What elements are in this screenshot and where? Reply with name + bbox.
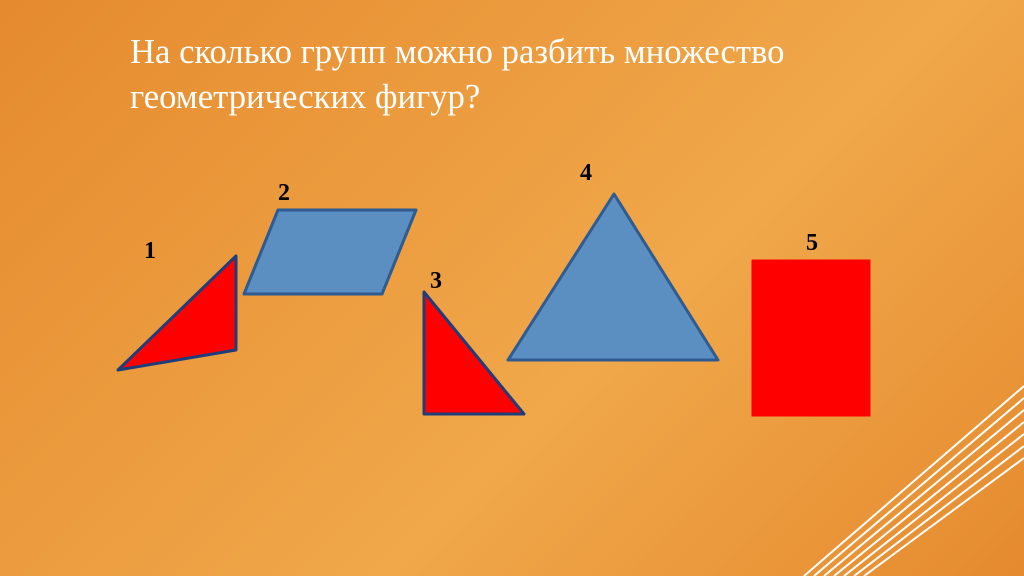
label-3: 3 xyxy=(430,268,442,295)
decor-line xyxy=(824,410,1024,576)
parallelogram-2 xyxy=(244,210,416,294)
label-2: 2 xyxy=(278,180,290,207)
triangle-3 xyxy=(424,292,524,414)
decor-line xyxy=(844,434,1024,576)
triangle-1 xyxy=(118,256,236,370)
decor-line xyxy=(814,398,1024,576)
label-1: 1 xyxy=(144,238,156,265)
decorative-lines xyxy=(744,376,1024,576)
slide-root: На сколько групп можно разбить множество… xyxy=(0,0,1024,576)
decor-line xyxy=(834,422,1024,576)
triangle-4 xyxy=(508,194,718,360)
decor-line xyxy=(804,386,1024,576)
label-5: 5 xyxy=(806,230,818,257)
label-4: 4 xyxy=(580,160,592,187)
